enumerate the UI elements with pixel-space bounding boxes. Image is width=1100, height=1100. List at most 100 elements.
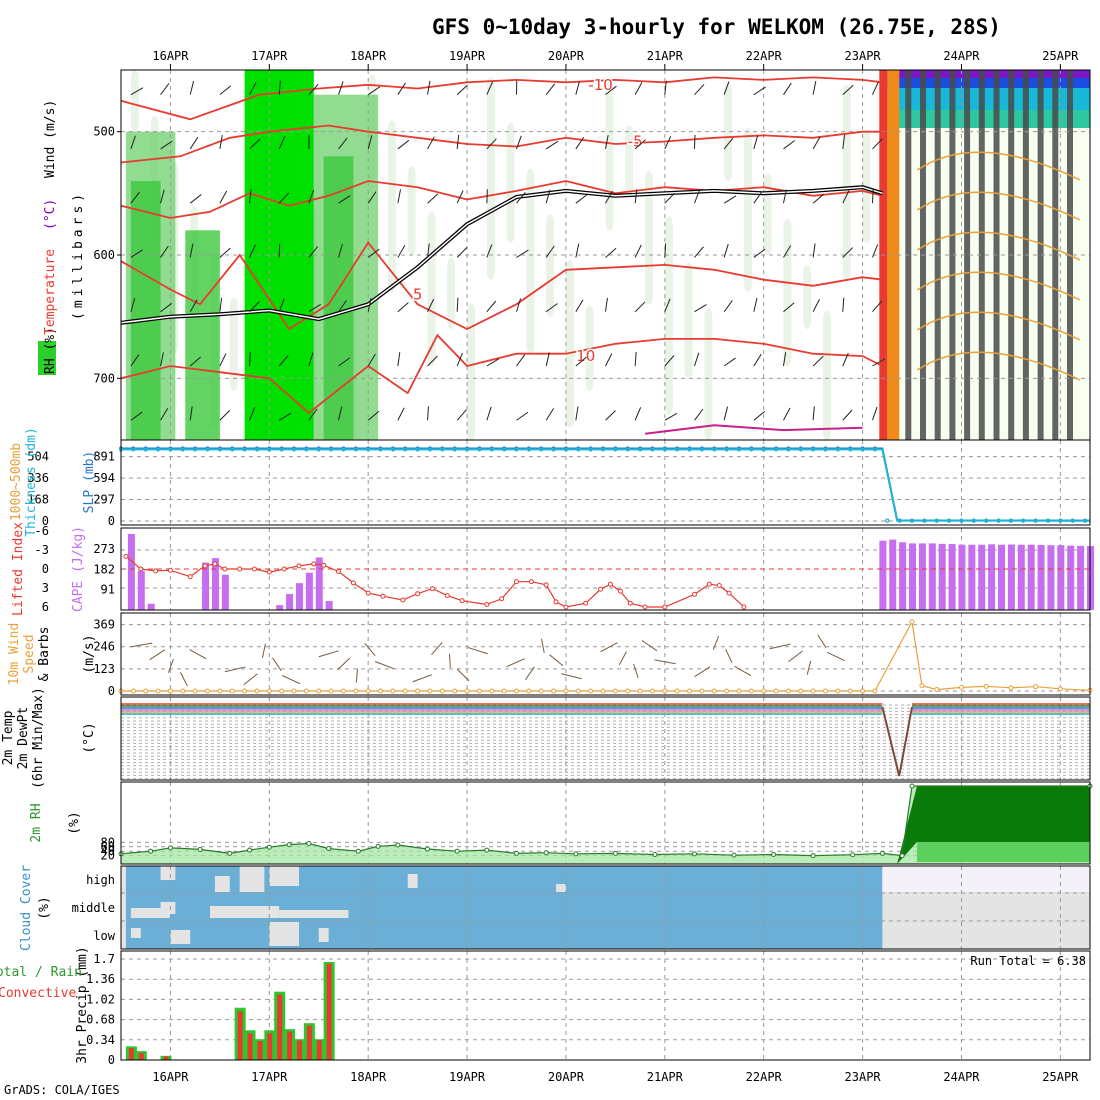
date-label: 16APR [152,1070,189,1084]
pressure-axis-title: (millibars) [71,190,86,320]
rh-shade [684,262,693,379]
wind-axis-title: Wind (m/s) [43,100,58,178]
wind-barb [664,355,675,367]
panel-frame [120,527,1091,611]
li-tick-label: -3 [35,543,49,557]
cape-tick-label: 182 [93,562,115,576]
rh-marker [167,845,173,851]
series-marker [971,518,976,523]
series-marker [180,447,185,452]
li-marker [350,580,356,586]
axis-title: Lifted Index [11,522,26,616]
wind-barb [130,87,144,96]
cape-bar [958,544,966,610]
wind-barb [783,407,791,421]
rh-marker [879,850,885,856]
rh-shade [229,298,238,391]
wind-barb [486,138,497,150]
date-label: 17APR [251,49,288,63]
date-label: 19APR [449,1070,486,1084]
wind-barb [278,192,290,204]
series-marker [193,447,198,452]
axis-title: & Barbs [37,627,52,682]
rh-shade [605,79,614,231]
rh-axis-title: RH (%) [43,327,58,374]
wind-speed-marker [303,688,309,694]
wind-barb [516,192,526,204]
rh-marker [691,851,697,857]
wind-barb [189,356,202,367]
wind-barb [167,658,174,673]
cape-panel: -6 -3 0 3 6 91 182 273 Lifted Index CAPE (J/kg) [11,522,1094,616]
wind-barb [871,189,874,204]
wind-barb [249,189,252,204]
wind-barb [575,81,580,95]
wind-speed-marker [291,688,297,694]
wind-barb [605,353,613,367]
rh-marker [543,850,549,856]
temperature-contour-label: -5 [628,133,643,151]
wind-barb [634,139,646,150]
thickness-panel: 0 168 336 504 0 297 594 891 1000~500mb Thickness … [9,427,1091,537]
temperature-contour-label: -10 [588,76,613,94]
wind-barb [224,666,246,673]
date-label: 25APR [1042,49,1079,63]
precip-convective-bar [128,1048,134,1060]
wind-barb [723,137,734,150]
wind-barb [575,243,580,258]
wind-barb [664,136,672,150]
precip-convective-bar [163,1056,169,1060]
axis-title: Speed [22,634,37,673]
wind-barb [605,247,617,258]
li-tick-label: 6 [42,600,49,614]
wind-speed-marker [526,688,532,694]
series-marker [798,447,803,452]
wind-unit-label: (m/s) [82,634,97,673]
precip-convective-bar [287,1031,293,1060]
wind-speed-marker [773,688,779,694]
series-line [121,448,1091,522]
cape-bar [968,544,976,610]
wind-barb [308,246,319,258]
wind-barb [788,650,803,663]
rh-shade [506,123,515,243]
rh-shade [763,173,772,255]
wind-barb [427,406,429,421]
rh-marker [395,842,401,848]
temperature-axis-title: Temperature [43,249,58,335]
li-marker [153,568,159,574]
wind-speed-marker [798,688,804,694]
wind-barb [278,298,285,312]
wind-barb [249,244,256,258]
li-marker [607,581,613,587]
storm-contour [916,151,1081,181]
li-marker [123,553,129,559]
rh-tick-label: 80 [101,835,115,849]
axis-title: Cloud Cover [19,865,34,951]
wind-barb [516,135,522,150]
cape-bar [1057,545,1065,610]
cape-bar [127,534,135,610]
series-marker [613,447,618,452]
rh-shade [447,257,456,329]
wind-speed-marker [1008,685,1014,691]
wind-barb [516,249,529,258]
wind-speed-marker [1033,684,1039,690]
wind-tick-label: 369 [93,618,115,632]
wind-barb [412,674,432,683]
wind-speed-marker [835,688,841,694]
wind-barb [189,649,207,660]
cloud-gap [130,928,141,938]
cape-bar [315,557,323,610]
wind-barb [456,190,464,204]
wind-barb [664,80,667,95]
wind-barb [545,303,558,313]
wind-barb [249,407,256,421]
li-marker [484,601,490,607]
wind-barb [160,352,164,367]
wind-barb [397,82,406,95]
wind-barb [130,298,136,312]
series-marker [848,447,853,452]
